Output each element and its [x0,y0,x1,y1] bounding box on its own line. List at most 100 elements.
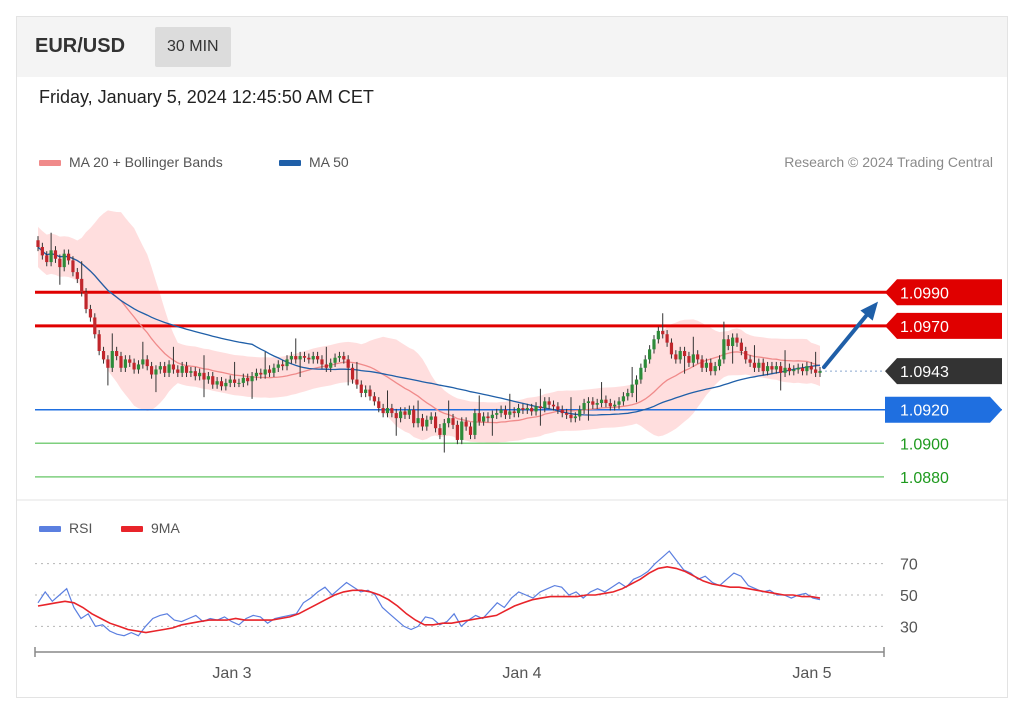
candle [792,365,796,376]
timeframe-button[interactable]: 30 MIN [155,27,231,67]
candle-body [573,416,577,419]
candle [250,371,254,399]
candle [198,368,202,381]
candle [58,254,62,285]
candle [652,335,656,354]
candle [88,304,93,322]
candle-body [560,409,564,414]
rsi-9ma-line [37,565,821,634]
candle [425,415,429,431]
symbol-label: EUR/USD [35,35,126,57]
legend-label: 9MA [151,520,180,536]
candle [412,405,416,428]
candle-body [390,408,394,414]
candle [259,368,263,379]
candle [521,403,525,414]
candle-body [381,408,385,414]
candle-body [717,359,722,367]
candle [516,403,521,418]
candle [556,402,560,414]
candle [311,351,315,364]
candle [477,395,481,426]
candle [495,408,499,419]
candle-body [75,272,79,279]
candle-body [800,367,805,372]
candle-body [748,359,752,363]
candle [669,338,674,359]
candle-body [350,367,355,380]
candle-body [621,396,626,402]
candle [385,390,390,418]
candle-body [285,359,289,367]
candle [49,232,53,267]
candle-body [630,384,634,393]
candle [744,346,748,364]
candle-body [145,359,149,367]
legend-swatch [39,160,61,167]
candle [263,351,267,379]
candle-body [634,379,639,385]
rsi-tick-label: 50 [900,588,918,605]
candle [289,351,293,364]
level-label-last: 1.0943 [900,364,949,381]
candle-body [132,362,136,370]
level-tag-last [885,358,1002,385]
candle-body [744,351,748,360]
candle-body [565,413,569,415]
candle [119,351,123,372]
candle [595,398,599,409]
candle-body [368,389,372,397]
candle [678,346,682,364]
candle [547,397,551,409]
level-label-resistance: 1.0990 [900,285,949,302]
candle [75,267,79,284]
candle-body [770,366,774,370]
candle-body [342,356,346,360]
candle-body [652,339,656,350]
credit-text: Research © 2024 Trading Central [784,154,993,170]
candle-body [538,406,543,409]
candle [355,361,359,389]
candle-body [167,364,171,373]
candle-body [669,342,674,355]
candle-body [141,359,145,365]
candle-body [36,240,40,247]
candle-body [93,317,97,335]
candle-body [757,362,761,368]
candle [101,346,106,364]
candle [281,360,285,371]
candle-body [324,364,328,368]
candle [713,361,717,376]
candle [128,355,132,367]
candle-body [320,359,324,365]
ma50-line [37,246,821,416]
candle [36,236,40,252]
candle-body [700,359,704,368]
candle [106,355,110,386]
candle-body [193,371,197,377]
candle-body [656,330,660,340]
candle [84,288,88,314]
candle-body [80,278,84,293]
candle-body [473,413,477,435]
candle [748,355,752,367]
candle [394,408,398,436]
candle [639,363,643,384]
candle-body [674,354,678,360]
candle-body [752,362,757,368]
candle-body [626,392,630,397]
candle [149,361,154,379]
candle-body [333,357,337,363]
chart-header: EUR/USD 30 MIN [17,17,1007,77]
candle [163,361,167,378]
candle-body [232,379,237,383]
candle [604,395,608,408]
candle [696,350,700,364]
candle [272,363,276,378]
level-label-pivot: 1.0920 [900,403,949,420]
candle-body [783,367,787,373]
candle [145,355,149,371]
candle [442,418,446,453]
legend-label: MA 20 + Bollinger Bands [69,154,223,170]
